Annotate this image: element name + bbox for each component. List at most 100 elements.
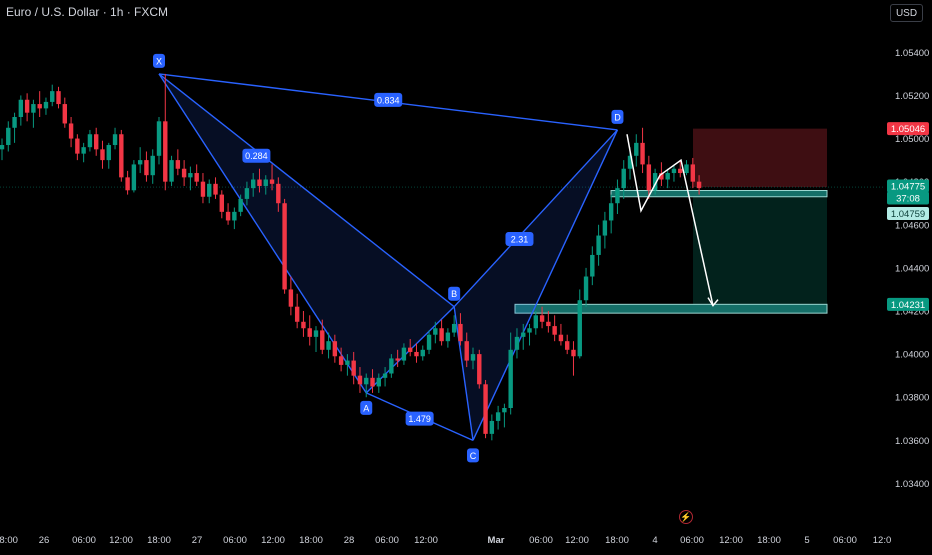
- candle-body: [288, 289, 294, 307]
- candle: [276, 177, 281, 212]
- candle: [357, 367, 363, 393]
- price-tick-label: 1.03600: [895, 436, 929, 447]
- candle-body: [263, 179, 268, 186]
- candle: [521, 323, 526, 350]
- time-tick-label: 12:00: [719, 535, 743, 546]
- candle: [590, 246, 595, 286]
- projection-path: [626, 134, 719, 307]
- time-tick-label: 4: [652, 535, 657, 546]
- candle-body: [495, 412, 501, 421]
- candle: [389, 354, 394, 378]
- candle: [671, 164, 677, 182]
- candle-body: [458, 323, 463, 342]
- candle: [150, 149, 155, 184]
- candle-body: [332, 341, 338, 357]
- candle-body: [615, 188, 620, 204]
- stop-price-label: 1.05046: [887, 122, 929, 136]
- candle: [508, 332, 513, 415]
- point-a-label: A: [360, 400, 373, 415]
- candle: [539, 306, 545, 329]
- time-tick-label: 28: [344, 535, 355, 546]
- price-tick-label: 1.05000: [895, 134, 929, 145]
- candle: [338, 347, 344, 372]
- candle-body: [621, 168, 626, 189]
- candle-body: [232, 211, 237, 221]
- demand-zone-zone: [514, 303, 828, 314]
- trade-zones: [514, 128, 828, 314]
- candle: [426, 330, 432, 355]
- point-a-label-text: A: [363, 403, 369, 413]
- point-d-label-text: D: [614, 112, 621, 122]
- candle: [395, 349, 400, 368]
- candle-body: [558, 334, 564, 342]
- candle-body: [301, 321, 306, 329]
- candle: [552, 315, 557, 342]
- time-tick-label: 18:00: [147, 535, 171, 546]
- candle-body: [671, 168, 677, 174]
- candle-body: [213, 183, 218, 195]
- currency-button[interactable]: USD: [890, 4, 923, 22]
- candle: [56, 86, 61, 109]
- price-tick-label: 1.05400: [895, 48, 929, 59]
- candle: [458, 313, 463, 346]
- stop-price-text: 1.05046: [891, 124, 925, 135]
- time-tick-label: 5: [804, 535, 809, 546]
- candle-body: [175, 160, 181, 169]
- candle-body: [652, 173, 658, 191]
- candle-body: [433, 328, 438, 335]
- candle: [690, 157, 695, 189]
- candle: [6, 121, 11, 152]
- candle: [18, 95, 24, 126]
- point-x-label: X: [153, 53, 165, 68]
- candle: [565, 334, 570, 355]
- candle: [477, 349, 482, 389]
- candle-body: [131, 164, 137, 191]
- time-tick-label: 06:00: [680, 535, 704, 546]
- candle-body: [546, 321, 551, 327]
- point-d-label-box: [611, 109, 624, 124]
- xab-triangle: [159, 73, 455, 393]
- target-price-box: [887, 297, 929, 311]
- target-price-text: 1.04231: [891, 300, 925, 311]
- candle-body: [144, 160, 149, 176]
- point-b-label-text: B: [451, 289, 457, 299]
- time-axis: 18:00 26 06:00 12:00 18:00 27 06:00 12:00 18:00 2…: [0, 535, 891, 546]
- candle: [163, 73, 168, 191]
- current-price-label: 1.04775: [887, 179, 929, 193]
- candle: [37, 91, 42, 117]
- candle: [244, 181, 250, 206]
- candle: [320, 319, 325, 355]
- ratio-label-box: [405, 411, 434, 426]
- candle-body: [401, 347, 407, 361]
- candle-body: [571, 349, 576, 357]
- pattern-labels: X A B C D 0.834 0.284 1.479 2.31: [153, 53, 624, 463]
- lightning-bolt-icon[interactable]: ⚡: [679, 510, 693, 524]
- time-tick-label: 12:0: [873, 535, 892, 546]
- candle: [313, 326, 319, 352]
- candle-body: [87, 134, 93, 148]
- ratio-label: 0.834: [374, 92, 403, 107]
- candle: [100, 140, 105, 169]
- candle-body: [150, 155, 155, 176]
- time-tick-label: 06:00: [375, 535, 399, 546]
- ratio-label-box: [505, 231, 534, 246]
- projection-line: [626, 134, 714, 306]
- candle: [31, 99, 36, 128]
- candle-body: [282, 203, 287, 290]
- candle-body: [37, 104, 42, 109]
- candle: [451, 315, 457, 337]
- candle: [401, 343, 407, 365]
- time-tick-label: 12:00: [109, 535, 133, 546]
- candle: [301, 311, 306, 337]
- candle-body: [326, 341, 331, 350]
- candle: [345, 354, 350, 376]
- leg-cd: [472, 129, 619, 441]
- candle: [175, 149, 181, 176]
- ratio-line-bd: [453, 129, 618, 308]
- candle-body: [119, 134, 124, 178]
- candle: [596, 224, 601, 266]
- candle-body: [351, 360, 356, 376]
- price-tick-label: 1.04600: [895, 220, 929, 231]
